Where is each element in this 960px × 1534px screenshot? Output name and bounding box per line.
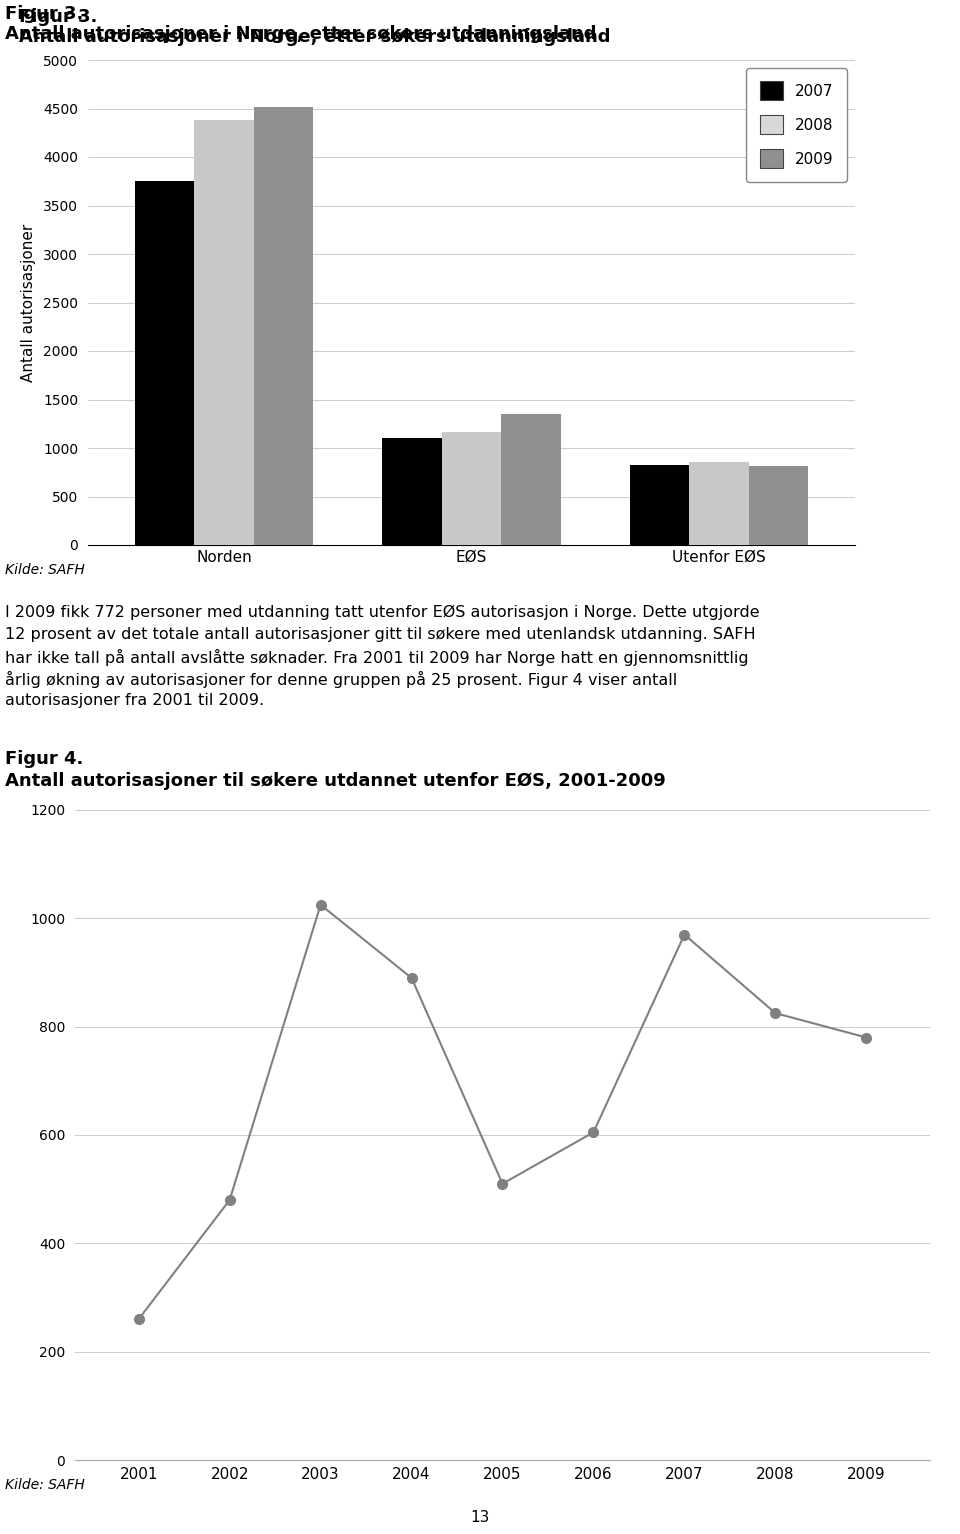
Text: 13: 13 [470, 1509, 490, 1525]
Legend: 2007, 2008, 2009: 2007, 2008, 2009 [746, 67, 848, 181]
Text: Kilde: SAFH: Kilde: SAFH [5, 1477, 84, 1493]
Bar [253, 106, 313, 545]
Y-axis label: Antall autorisasjoner: Antall autorisasjoner [21, 224, 36, 382]
Bar [194, 120, 253, 545]
Text: I 2009 fikk 772 personer med utdanning tatt utenfor EØS autorisasjon i Norge. De: I 2009 fikk 772 personer med utdanning t… [5, 604, 759, 620]
Bar [135, 181, 194, 545]
Text: Kilde: SAFH: Kilde: SAFH [5, 563, 84, 577]
Text: årlig økning av autorisasjoner for denne gruppen på 25 prosent. Figur 4 viser an: årlig økning av autorisasjoner for denne… [5, 670, 677, 689]
Text: Figur 4.: Figur 4. [5, 750, 84, 769]
Text: autorisasjoner fra 2001 til 2009.: autorisasjoner fra 2001 til 2009. [5, 693, 264, 709]
Text: Antall autorisasjoner i Norge, etter søkers utdanningsland: Antall autorisasjoner i Norge, etter søk… [19, 28, 611, 46]
Text: 12 prosent av det totale antall autorisasjoner gitt til søkere med utenlandsk ut: 12 prosent av det totale antall autorisa… [5, 627, 756, 643]
Bar [749, 466, 808, 545]
Text: Antall autorisasjoner til søkere utdannet utenfor EØS, 2001-2009: Antall autorisasjoner til søkere utdanne… [5, 772, 665, 790]
Text: Antall autorisasjoner i Norge, etter søkers utdanningsland: Antall autorisasjoner i Norge, etter søk… [5, 25, 596, 43]
Text: Figur 3.: Figur 3. [19, 8, 98, 26]
Text: Figur 3.: Figur 3. [5, 5, 84, 23]
Bar [442, 433, 501, 545]
Bar [630, 465, 689, 545]
Bar [382, 439, 442, 545]
Text: har ikke tall på antall avslåtte søknader. Fra 2001 til 2009 har Norge hatt en g: har ikke tall på antall avslåtte søknade… [5, 649, 749, 666]
Bar [689, 462, 749, 545]
Bar [501, 414, 561, 545]
